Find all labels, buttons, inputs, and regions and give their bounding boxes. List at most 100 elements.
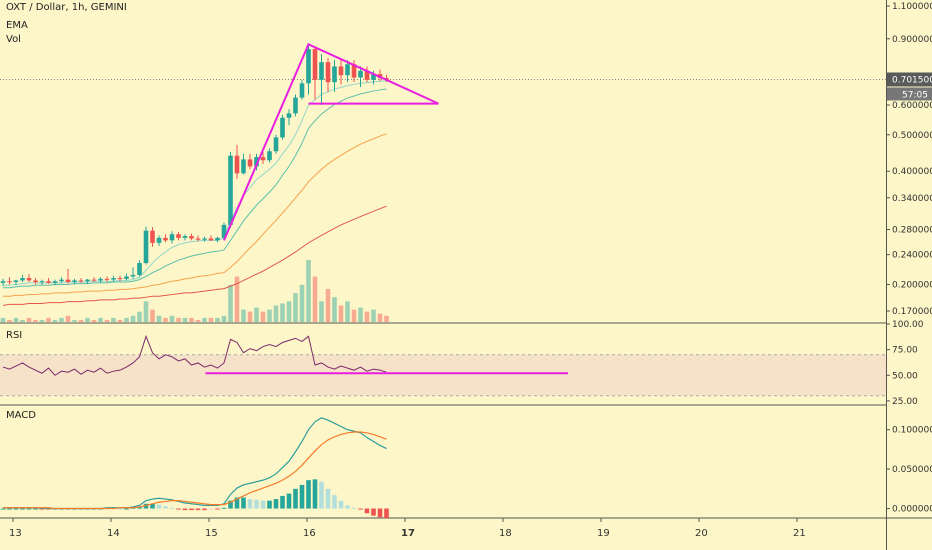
- macd-histogram-bar: [169, 507, 175, 509]
- volume-bar: [319, 301, 324, 322]
- candle-body: [202, 238, 207, 240]
- volume-bar: [254, 307, 259, 322]
- volume-bar: [98, 317, 103, 322]
- rsi-pane-title: RSI: [6, 330, 23, 341]
- volume-bar: [72, 319, 77, 322]
- candle-body: [221, 224, 227, 238]
- macd-histogram-bar: [273, 499, 279, 509]
- candle-body: [85, 279, 90, 282]
- last-price-label: 0.701500: [892, 75, 932, 85]
- countdown-label: 57:05: [902, 90, 928, 100]
- candle-body: [319, 62, 324, 80]
- volume-bar: [325, 288, 331, 322]
- volume-bar: [169, 315, 175, 322]
- macd-tick-label: 0.000000: [892, 505, 932, 515]
- ema-line: [3, 133, 387, 297]
- macd-histogram-bar: [195, 508, 201, 511]
- volume-bar: [91, 319, 97, 322]
- macd-signal-line: [3, 431, 387, 510]
- symbol-legend[interactable]: OXT / Dollar, 1h, GEMINI: [6, 2, 127, 13]
- candle-body: [137, 263, 142, 275]
- macd-histogram-bar: [241, 497, 246, 509]
- time-tick-label: 21: [793, 528, 806, 539]
- volume-bar: [143, 301, 149, 322]
- macd-histogram-bar: [332, 495, 337, 509]
- macd-histogram-bar: [156, 504, 162, 509]
- volume-bar: [241, 309, 246, 322]
- macd-histogram-bar: [215, 508, 220, 510]
- macd-histogram-bar: [280, 495, 285, 509]
- macd-histogram-bar: [117, 508, 123, 510]
- volume-bar: [267, 309, 272, 322]
- candle-body: [98, 278, 103, 281]
- volume-bar: [65, 315, 71, 322]
- volume-bar: [247, 311, 253, 322]
- macd-histogram-bar: [364, 508, 370, 514]
- candle-body: [7, 281, 12, 283]
- volume-bar: [299, 284, 305, 322]
- ema-label: EMA: [6, 20, 28, 31]
- candle-body: [195, 238, 201, 240]
- candle-body: [293, 97, 298, 114]
- volume-bar: [364, 311, 370, 322]
- vol-legend[interactable]: Vol: [6, 34, 21, 45]
- macd-histogram-bar: [234, 497, 240, 509]
- macd-histogram-bar: [377, 508, 383, 518]
- volume-bar: [306, 260, 311, 322]
- ema-line: [3, 88, 387, 289]
- candle-body: [384, 77, 389, 80]
- time-tick-label: 16: [303, 528, 316, 539]
- candle-body: [267, 151, 272, 161]
- candle-body: [143, 230, 149, 264]
- macd-histogram-bar: [319, 481, 324, 509]
- candle-body: [124, 276, 129, 279]
- volume-bar: [124, 317, 129, 322]
- candle-body: [26, 278, 32, 281]
- price-tick-label: 0.170000: [892, 307, 932, 317]
- macd-histogram-bar: [306, 480, 311, 509]
- volume-bar: [104, 319, 110, 322]
- symbol-title: OXT / Dollar, 1h, GEMINI: [6, 2, 127, 13]
- volume-bar: [33, 319, 38, 322]
- time-tick-label: 18: [499, 528, 512, 539]
- candle-body: [169, 234, 175, 241]
- volume-bar: [137, 311, 142, 322]
- ema-line: [3, 80, 387, 286]
- volume-bar: [371, 309, 376, 322]
- macd-histogram-bar: [293, 488, 298, 509]
- ema-legend[interactable]: EMA: [6, 20, 28, 31]
- macd-histogram-bar: [371, 508, 376, 516]
- time-tick-label: 19: [597, 528, 610, 539]
- candle-body: [215, 237, 220, 241]
- ema-line: [2, 205, 387, 306]
- pennant-drawing: [223, 42, 439, 241]
- candle-body: [247, 159, 253, 167]
- macd-histogram-bar: [221, 507, 227, 509]
- macd-histogram-bar: [312, 479, 318, 509]
- macd-histogram-bar: [182, 508, 188, 511]
- volume-bar: [130, 315, 136, 322]
- macd-histogram-bar: [358, 508, 363, 510]
- rsi-band: [0, 354, 886, 396]
- macd-histogram-bar: [143, 503, 149, 509]
- macd-histogram-bar: [7, 508, 12, 510]
- candle-body: [299, 83, 305, 98]
- candle-body: [345, 64, 350, 76]
- candle-body: [150, 230, 155, 243]
- candle-body: [234, 155, 240, 174]
- volume-bar: [20, 319, 25, 322]
- macd-histogram-bar: [124, 508, 129, 510]
- macd-histogram-bar: [176, 508, 181, 510]
- candle-body: [20, 278, 25, 281]
- volume-bar: [202, 317, 207, 322]
- macd-histogram-bar: [208, 508, 214, 510]
- candle-body: [254, 157, 259, 167]
- price-tick-label: 0.500000: [892, 131, 932, 141]
- candle-body: [325, 62, 331, 83]
- candle-body: [228, 155, 233, 225]
- candle-body: [59, 279, 64, 282]
- countdown-tag: [887, 87, 932, 101]
- vol-label: Vol: [6, 34, 21, 45]
